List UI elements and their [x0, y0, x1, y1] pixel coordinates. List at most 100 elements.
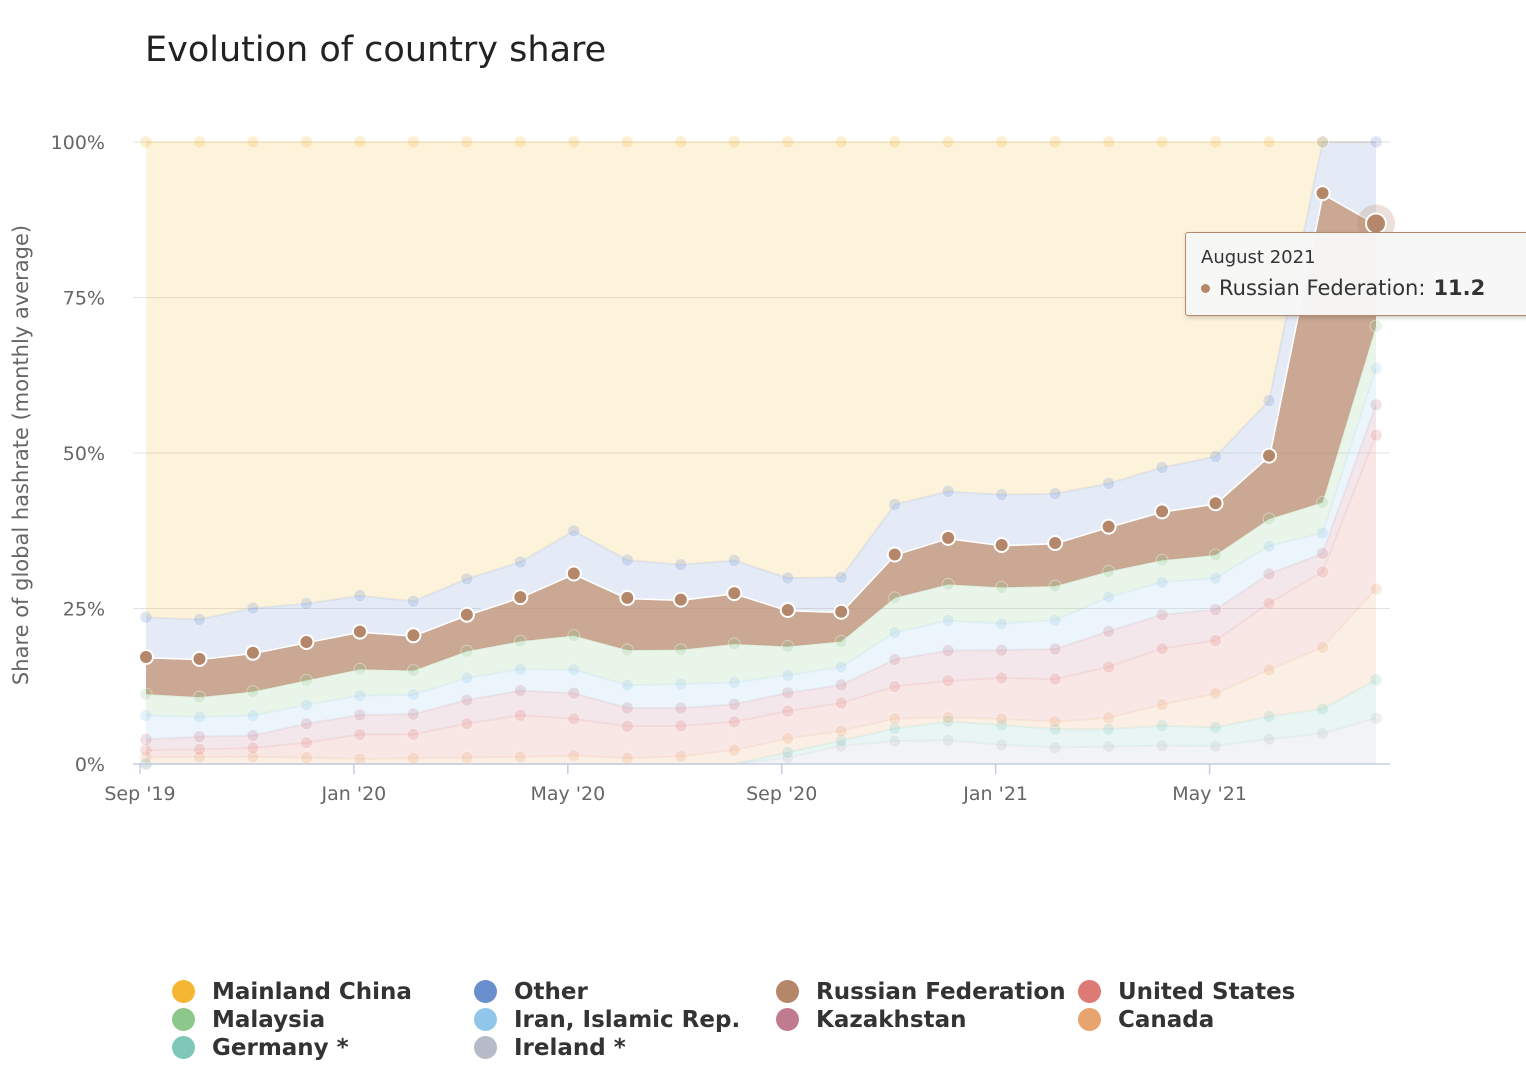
- marker-canada: [995, 712, 1009, 726]
- legend-item[interactable]: United States: [1078, 978, 1298, 1005]
- marker-canada: [246, 750, 260, 764]
- legend-label: Other: [514, 978, 588, 1005]
- marker-kazakhstan: [781, 686, 795, 700]
- legend-item[interactable]: Other: [474, 978, 776, 1005]
- marker-canada: [674, 749, 688, 763]
- marker-other: [1048, 487, 1062, 501]
- marker-other: [995, 488, 1009, 502]
- legend-item[interactable]: Ireland *: [474, 1034, 776, 1061]
- line-iran-islamic-rep: [145, 367, 1377, 718]
- series-markers: [138, 135, 1395, 771]
- marker-kazakhstan: [1155, 608, 1169, 622]
- y-tick-label: 100%: [51, 132, 105, 154]
- tooltip-series-name: Russian Federation: [1219, 276, 1419, 300]
- tooltip: August 2021 Russian Federation: 11.2: [1185, 232, 1526, 316]
- legend-item[interactable]: Germany *: [172, 1034, 474, 1061]
- legend-marker-icon: [474, 980, 497, 1003]
- marker-iran-islamic-rep: [674, 677, 688, 691]
- marker-kazakhstan: [1369, 398, 1383, 412]
- axes: Share of global hashrate (monthly averag…: [9, 132, 1390, 805]
- marker-canada: [513, 750, 527, 764]
- line-other: [145, 141, 1376, 621]
- legend-item[interactable]: Iran, Islamic Rep.: [474, 1006, 776, 1033]
- marker-other: [246, 601, 260, 615]
- marker-mainland-china: [781, 135, 795, 149]
- marker-kazakhstan: [406, 707, 420, 721]
- marker-kazakhstan: [1102, 624, 1116, 638]
- y-tick-label: 50%: [63, 443, 105, 465]
- marker-russian-federation: [351, 623, 368, 640]
- marker-united-states: [246, 741, 260, 755]
- marker-mainland-china: [727, 135, 741, 149]
- legend-item[interactable]: Kazakhstan: [776, 1006, 1078, 1033]
- marker-mainland-china: [353, 135, 367, 149]
- marker-united-states: [567, 712, 581, 726]
- line-canada: [145, 588, 1377, 760]
- area-series: [145, 141, 1377, 765]
- marker-canada: [353, 752, 367, 766]
- marker-other: [941, 484, 955, 498]
- legend-item[interactable]: Canada: [1078, 1006, 1298, 1033]
- marker-germany: [834, 734, 848, 748]
- marker-russian-federation: [993, 536, 1010, 553]
- marker-germany: [1369, 673, 1383, 687]
- marker-kazakhstan: [1316, 547, 1330, 561]
- marker-other: [353, 589, 367, 603]
- marker-malaysia: [192, 690, 206, 704]
- marker-russian-federation: [565, 565, 582, 582]
- marker-malaysia: [674, 643, 688, 657]
- marker-russian-federation: [1314, 185, 1331, 202]
- marker-mainland-china: [299, 135, 313, 149]
- legend-item[interactable]: Mainland China: [172, 978, 474, 1005]
- marker-canada: [460, 750, 474, 764]
- marker-malaysia: [139, 687, 153, 701]
- marker-canada: [1369, 582, 1383, 596]
- marker-iran-islamic-rep: [1048, 613, 1062, 627]
- marker-mainland-china: [620, 135, 634, 149]
- marker-mainland-china: [1209, 135, 1223, 149]
- marker-mainland-china: [1262, 135, 1276, 149]
- legend: Mainland China Other Russian Federation Uni…: [172, 978, 1298, 1061]
- marker-malaysia: [567, 629, 581, 643]
- marker-other: [1102, 476, 1116, 490]
- marker-kazakhstan: [1048, 642, 1062, 656]
- marker-malaysia: [1209, 548, 1223, 562]
- marker-russian-federation: [1261, 447, 1278, 464]
- legend-label: Iran, Islamic Rep.: [514, 1006, 741, 1033]
- marker-malaysia: [727, 637, 741, 651]
- marker-iran-islamic-rep: [620, 678, 634, 692]
- marker-iran-islamic-rep: [192, 710, 206, 724]
- marker-canada: [567, 748, 581, 762]
- marker-malaysia: [460, 644, 474, 658]
- marker-canada: [834, 724, 848, 738]
- marker-kazakhstan: [888, 653, 902, 667]
- marker-other: [834, 570, 848, 584]
- marker-mainland-china: [834, 135, 848, 149]
- chart-title: Evolution of country share: [145, 30, 607, 70]
- marker-canada: [888, 712, 902, 726]
- y-tick-label: 75%: [63, 288, 105, 310]
- marker-united-states: [1209, 633, 1223, 647]
- marker-kazakhstan: [620, 701, 634, 715]
- marker-mainland-china: [1048, 135, 1062, 149]
- tooltip-series-dot: [1201, 283, 1210, 293]
- legend-item[interactable]: Malaysia: [172, 1006, 474, 1033]
- marker-other: [1155, 461, 1169, 475]
- marker-canada: [941, 710, 955, 724]
- marker-canada: [727, 743, 741, 757]
- legend-item[interactable]: Russian Federation: [776, 978, 1078, 1005]
- marker-kazakhstan: [353, 708, 367, 722]
- marker-kazakhstan: [513, 684, 527, 698]
- marker-germany: [941, 714, 955, 728]
- marker-kazakhstan: [995, 643, 1009, 657]
- marker-united-states: [674, 719, 688, 733]
- marker-iran-islamic-rep: [727, 675, 741, 689]
- marker-russian-federation: [1047, 534, 1064, 551]
- marker-united-states: [1048, 672, 1062, 686]
- marker-mainland-china: [246, 135, 260, 149]
- legend-label: Mainland China: [212, 978, 412, 1005]
- marker-canada: [1102, 711, 1116, 725]
- marker-iran-islamic-rep: [834, 660, 848, 674]
- y-tick-label: 0%: [75, 754, 105, 776]
- marker-malaysia: [1262, 512, 1276, 526]
